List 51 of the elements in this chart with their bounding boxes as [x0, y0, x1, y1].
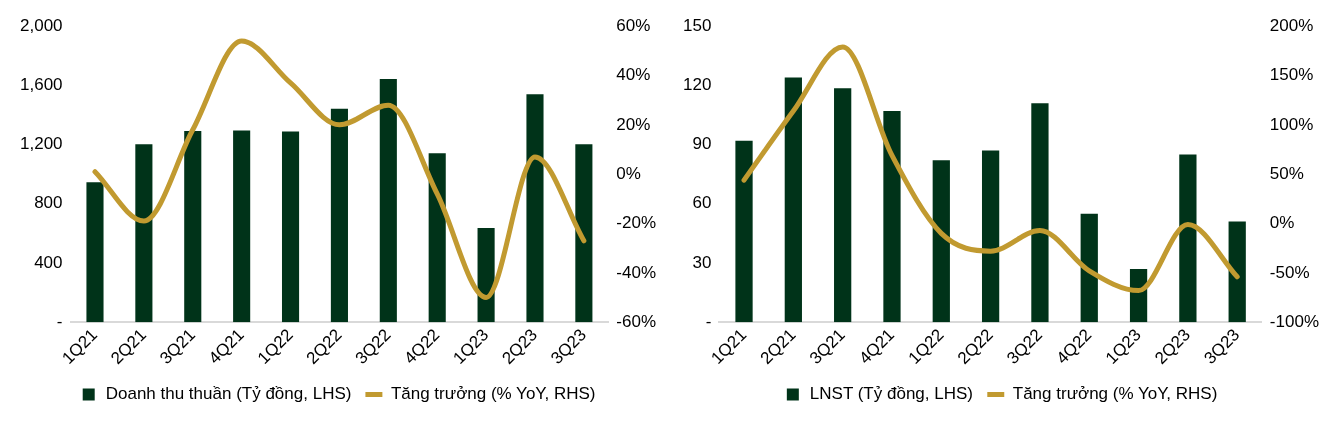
y2-tick-label: -20% — [616, 213, 656, 233]
legend-label: Tăng trưởng (% YoY, RHS) — [1012, 384, 1218, 404]
legend-label: Doanh thu thuần (Tỷ đồng, LHS) — [105, 384, 352, 404]
y2-tick-label: 40% — [616, 65, 651, 85]
legend-label: LNST (Tỷ đồng, LHS) — [809, 384, 973, 404]
bar — [932, 160, 950, 323]
bar — [1031, 103, 1049, 323]
bar — [784, 77, 802, 323]
bar — [735, 140, 753, 323]
bar — [86, 182, 104, 323]
y2-tick-label: 0% — [1269, 213, 1295, 233]
y2-tick-label: -60% — [616, 311, 656, 331]
y-tick-label: 120 — [682, 75, 712, 95]
bar — [575, 144, 593, 323]
y2-tick-label: 200% — [1269, 15, 1314, 35]
y2-tick-label: 60% — [616, 15, 651, 35]
bar — [1080, 213, 1098, 323]
y2-tick-label: -100% — [1269, 311, 1319, 331]
legend-label: Tăng trưởng (% YoY, RHS) — [390, 384, 596, 404]
y-tick-label: - — [56, 311, 63, 331]
y2-tick-label: -40% — [616, 262, 656, 282]
y2-tick-label: 150% — [1269, 65, 1314, 85]
y2-tick-label: 100% — [1269, 114, 1314, 134]
bar — [184, 130, 202, 323]
y-tick-label: 2,000 — [19, 15, 63, 35]
y-tick-label: - — [705, 311, 712, 331]
bar — [526, 94, 544, 323]
bar — [135, 144, 153, 323]
y-tick-label: 1,200 — [19, 134, 63, 154]
y-tick-label: 400 — [34, 252, 63, 272]
y2-tick-label: 0% — [616, 163, 641, 183]
y-tick-label: 150 — [682, 15, 712, 35]
bar — [477, 228, 495, 323]
y-tick-label: 1,600 — [19, 75, 63, 95]
bar — [1228, 221, 1246, 323]
y-tick-label: 60 — [692, 193, 712, 213]
bar — [834, 88, 852, 323]
bar — [379, 79, 397, 323]
bar — [233, 130, 251, 323]
bar — [281, 131, 300, 323]
y2-tick-label: 50% — [1269, 163, 1304, 183]
bar — [883, 111, 901, 323]
bar — [981, 150, 1000, 323]
bar — [1179, 154, 1197, 323]
bar — [428, 153, 446, 323]
bar — [330, 108, 348, 323]
y-tick-label: 30 — [692, 252, 712, 272]
y-tick-label: 800 — [34, 193, 63, 213]
y2-tick-label: 20% — [616, 114, 651, 134]
y2-tick-label: -50% — [1269, 262, 1310, 282]
y-tick-label: 90 — [692, 134, 712, 154]
